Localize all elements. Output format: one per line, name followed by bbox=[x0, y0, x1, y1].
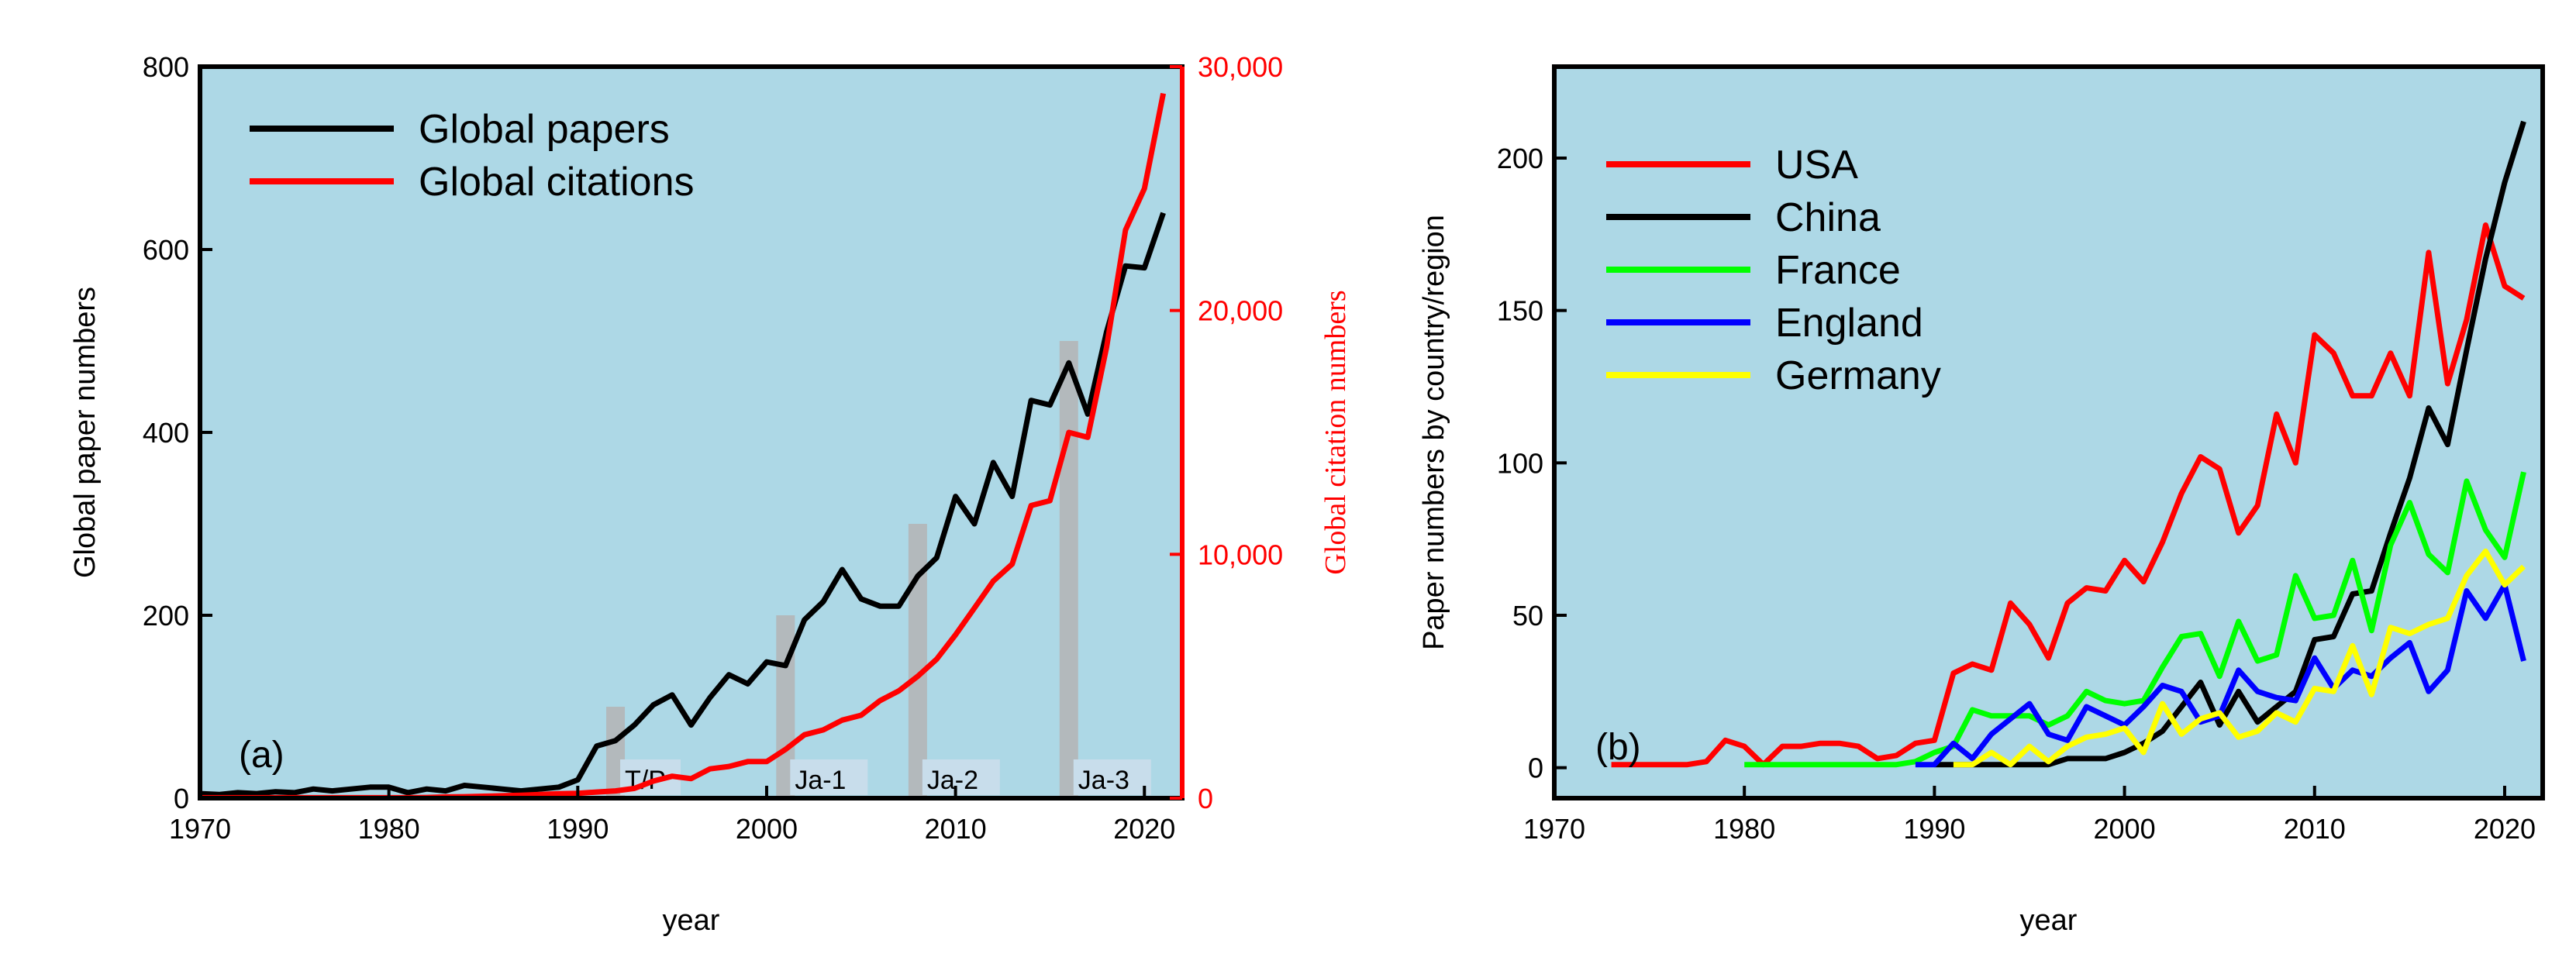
series-line-germany bbox=[1953, 548, 2526, 768]
y-tick-label-100: 100 bbox=[1497, 447, 1543, 479]
milestone-label-ja-2: Ja-2 bbox=[927, 766, 978, 795]
panel-a-y2-axis-label: Global citation numbers bbox=[1319, 290, 1352, 574]
y-tick-label-0: 0 bbox=[1528, 752, 1543, 784]
y-tick-label-600: 600 bbox=[143, 234, 189, 266]
legend-label-england: England bbox=[1775, 301, 1923, 346]
y-tick-label-800: 800 bbox=[143, 51, 189, 83]
panel-b-frame bbox=[1552, 64, 2545, 800]
y2-tick-label-30-000: 30,000 bbox=[1198, 51, 1283, 83]
legend-label-france: France bbox=[1775, 248, 1901, 293]
panel-a-x-axis-label: year bbox=[663, 904, 720, 937]
panel-b-lines bbox=[1611, 120, 2526, 768]
milestone-bar-ja-2 bbox=[908, 524, 927, 798]
x-tick-label-2000: 2000 bbox=[736, 813, 798, 845]
milestone-label-ja-3: Ja-3 bbox=[1078, 766, 1129, 795]
y-tick-label-0: 0 bbox=[174, 783, 189, 814]
x-tick-label-1980: 1980 bbox=[1713, 813, 1775, 845]
x-tick-label-1970: 1970 bbox=[1523, 813, 1585, 845]
milestone-label-box-ja-3 bbox=[1073, 759, 1151, 795]
panel-b-chart: 1970 1980 1990 2000 2010 2020 0 50 100 150 200 USA… bbox=[1418, 64, 2545, 937]
x-tick-label-1970: 1970 bbox=[169, 813, 231, 845]
milestone-label-ja-1: Ja-1 bbox=[795, 766, 846, 795]
milestone-bar-ja-3 bbox=[1059, 341, 1078, 798]
series-line-china bbox=[1934, 120, 2526, 768]
panel-a-ticks: 1970 1980 1990 2000 2010 2020 0 200 400 600 800 0 10… bbox=[143, 51, 1283, 845]
x-tick-label-1990: 1990 bbox=[547, 813, 609, 845]
panel-b-label: (b) bbox=[1595, 727, 1641, 768]
panel-b-x-axis-label: year bbox=[2020, 904, 2078, 937]
x-tick-label-2020: 2020 bbox=[1113, 813, 1175, 845]
y-tick-label-150: 150 bbox=[1497, 295, 1543, 327]
x-tick-label-1990: 1990 bbox=[1903, 813, 1965, 845]
panel-b-plot-area bbox=[1554, 67, 2543, 798]
legend-label-global-papers: Global papers bbox=[419, 107, 670, 152]
y2-tick-label-20-000: 20,000 bbox=[1198, 295, 1283, 327]
panel-a-chart: T/P Ja-1 Ja-2 Ja-3 1970 1980 1990 2000 2010 2020… bbox=[69, 51, 1352, 937]
milestone-label-box-ja-2 bbox=[922, 759, 1000, 795]
x-tick-label-2010: 2010 bbox=[2284, 813, 2346, 845]
panel-a-plot-area bbox=[200, 67, 1182, 798]
series-line-global-papers bbox=[199, 212, 1166, 797]
panel-b-ticks: 1970 1980 1990 2000 2010 2020 0 50 100 150 200 bbox=[1497, 143, 2536, 845]
y2-tick-label-10-000: 10,000 bbox=[1198, 539, 1283, 570]
x-tick-label-2000: 2000 bbox=[2094, 813, 2156, 845]
panel-a-right-axis-line bbox=[1180, 67, 1185, 798]
panel-b-y-axis-label: Paper numbers by country/region bbox=[1418, 215, 1450, 650]
legend-label-germany: Germany bbox=[1775, 353, 1941, 398]
milestone-label-box-ja-1 bbox=[790, 759, 868, 795]
x-tick-label-2010: 2010 bbox=[925, 813, 987, 845]
legend-label-usa: USA bbox=[1775, 143, 1858, 188]
y-tick-label-200: 200 bbox=[143, 600, 189, 632]
panel-b-legend: USA China France England Germany bbox=[1606, 143, 1941, 398]
y-tick-label-200: 200 bbox=[1497, 143, 1543, 174]
y-tick-label-400: 400 bbox=[143, 417, 189, 449]
x-tick-label-2020: 2020 bbox=[2474, 813, 2536, 845]
panel-a-legend: Global papers Global citations bbox=[250, 107, 695, 205]
panel-a-y-axis-label: Global paper numbers bbox=[69, 287, 102, 578]
x-tick-label-1980: 1980 bbox=[358, 813, 420, 845]
y-tick-label-50: 50 bbox=[1512, 600, 1543, 632]
panel-a-milestones: T/P Ja-1 Ja-2 Ja-3 bbox=[606, 341, 1151, 798]
legend-label-global-citations: Global citations bbox=[419, 160, 695, 205]
panel-a-label: (a) bbox=[239, 735, 284, 776]
legend-label-china: China bbox=[1775, 195, 1881, 240]
y2-tick-label-0: 0 bbox=[1198, 783, 1213, 814]
series-line-france bbox=[1744, 471, 2526, 768]
